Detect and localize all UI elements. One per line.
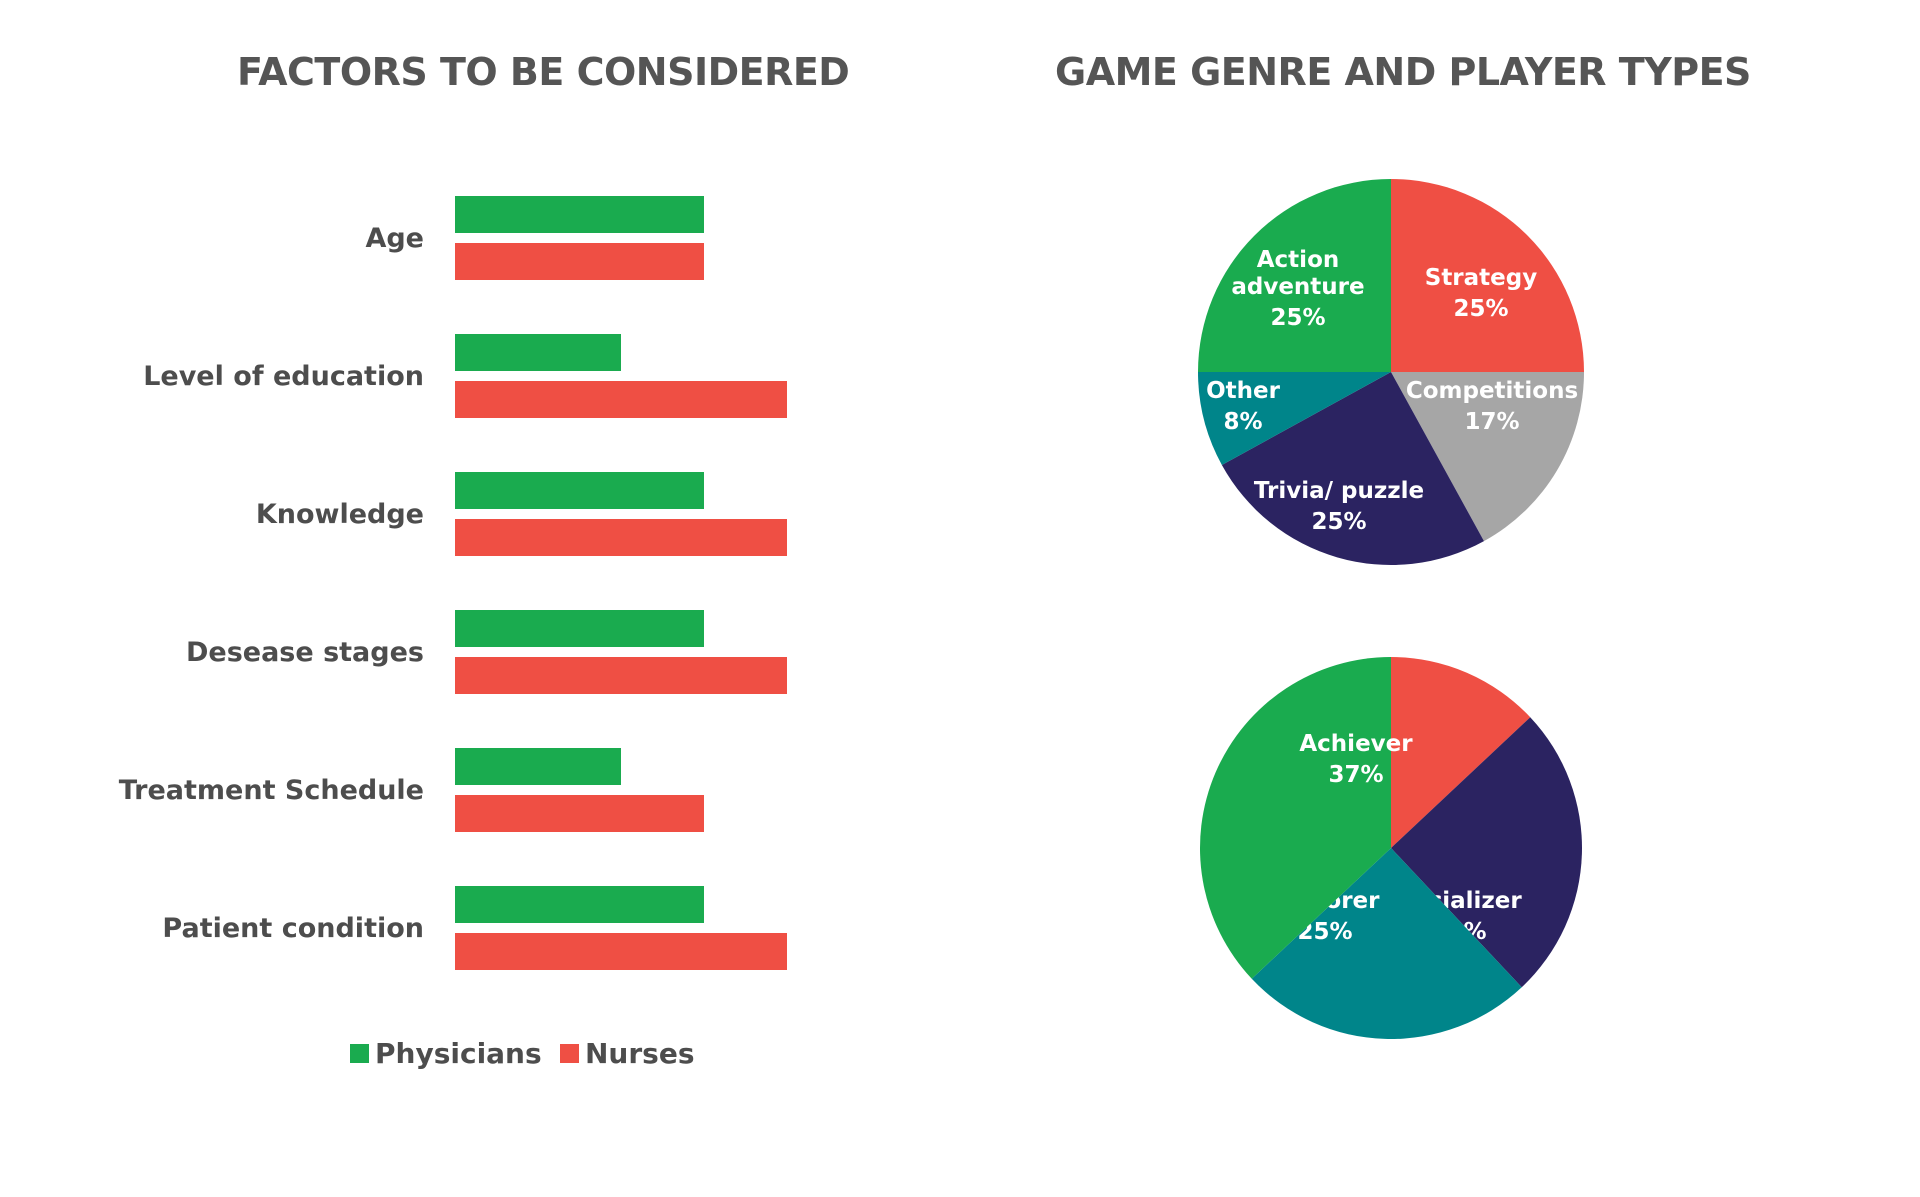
category-label-level-of-education: Level of education <box>143 361 424 392</box>
bar-physicians-level-of-education <box>455 334 621 371</box>
bar-physicians-patient-condition <box>455 886 704 923</box>
category-label-age: Age <box>365 223 424 254</box>
pie-value-action-adventure: 25% <box>1270 305 1325 331</box>
bar-physicians-knowledge <box>455 472 704 509</box>
pie-label-action-adventure: adventure <box>1231 274 1364 300</box>
bar-nurses-knowledge <box>455 519 787 556</box>
legend-label-physicians: Physicians <box>375 1037 542 1070</box>
pie-label-competitions: Competitions <box>1406 378 1578 404</box>
pie-label-other: Other <box>1206 378 1281 404</box>
bar-nurses-desease-stages <box>455 657 787 694</box>
bar-physicians-age <box>455 196 704 233</box>
pie-value-strategy: 25% <box>1453 296 1508 322</box>
bar-nurses-level-of-education <box>455 381 787 418</box>
pie-slice-competitions <box>1391 372 1584 542</box>
legend-label-nurses: Nurses <box>585 1037 695 1070</box>
category-label-patient-condition: Patient condition <box>162 913 424 944</box>
bar-chart: Age Level of education Knowledge Desease st… <box>119 196 787 970</box>
bar-physicians-treatment-schedule <box>455 748 621 785</box>
pie-value-trivia-puzzle: 25% <box>1311 509 1366 535</box>
pie-slice-action-adventure <box>1198 179 1391 372</box>
category-label-desease-stages: Desease stages <box>186 637 424 668</box>
legend-swatch-physicians <box>350 1044 369 1063</box>
pie-slice-trivia-puzzle <box>1221 372 1484 565</box>
pie-slice-other <box>1198 372 1391 465</box>
pie-slice-strategy <box>1391 179 1584 372</box>
pie-value-other: 8% <box>1223 409 1262 435</box>
pie-value-competitions: 17% <box>1464 409 1519 435</box>
pie-slice-achiever <box>1200 657 1391 979</box>
pie-label-achiever: Achiever <box>1299 731 1413 757</box>
pie-charts-title: GAME GENRE AND PLAYER TYPES <box>1055 50 1751 94</box>
legend-swatch-nurses <box>560 1044 579 1063</box>
pie-chart-player-types: Fighter13%Socializer25%Explorer25%Achiev… <box>1200 657 1582 1039</box>
bar-nurses-age <box>455 243 704 280</box>
category-label-knowledge: Knowledge <box>256 499 424 530</box>
pie-label-action-adventure: Action <box>1257 247 1340 273</box>
bar-physicians-desease-stages <box>455 610 704 647</box>
pie-slice-explorer <box>1251 848 1522 1039</box>
bar-chart-legend: Physicians Nurses <box>350 1037 695 1070</box>
pie-slice-fighter <box>1391 657 1531 848</box>
bar-chart-title: FACTORS TO BE CONSIDERED <box>237 50 850 94</box>
bar-nurses-treatment-schedule <box>455 795 704 832</box>
pie-label-trivia-puzzle: Trivia/ puzzle <box>1254 478 1424 504</box>
bar-nurses-patient-condition <box>455 933 787 970</box>
pie-chart-game-genre: Strategy 25% Competitions 17% Trivia/ puzzle… <box>1198 179 1584 565</box>
pie-label-strategy: Strategy <box>1425 265 1537 291</box>
category-label-treatment-schedule: Treatment Schedule <box>119 775 424 806</box>
pie-value-achiever: 37% <box>1328 762 1383 788</box>
pie-slice-socializer <box>1391 717 1582 988</box>
